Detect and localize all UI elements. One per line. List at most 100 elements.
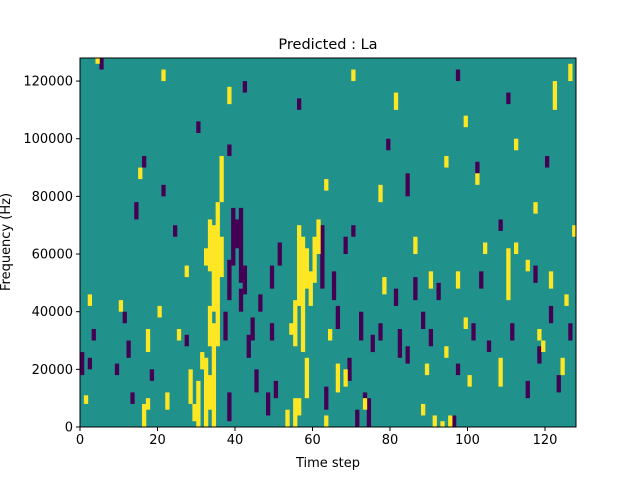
heatmap-cell-high [204, 248, 209, 266]
heatmap-cell-low [393, 288, 399, 306]
heatmap-cell-low [122, 311, 127, 324]
heatmap-cell-low [359, 311, 364, 341]
heatmap-cell-low [87, 357, 93, 370]
y-tick-label: 120000 [23, 75, 73, 90]
heatmap-cell-low [130, 392, 135, 404]
heatmap-cell-high [432, 415, 437, 427]
heatmap-cell-low [235, 219, 240, 249]
heatmap-cell-high [424, 363, 430, 376]
heatmap-cell-low [351, 225, 356, 237]
heatmap-cell-low [533, 265, 538, 283]
heatmap-cell-low [173, 225, 178, 237]
heatmap-cell-low [479, 271, 484, 289]
heatmap-cell-low [320, 225, 325, 289]
heatmap-cell-high [328, 328, 333, 341]
heatmap-cell-low [537, 346, 542, 364]
heatmap-cell-high [548, 271, 554, 289]
heatmap-cell-high [564, 294, 569, 306]
y-tick-label: 80000 [32, 190, 73, 205]
heatmap-cell-high [444, 156, 449, 168]
x-tick-label: 40 [227, 433, 244, 448]
heatmap-cell-low [149, 369, 155, 381]
heatmap-cell-low [142, 156, 147, 168]
heatmap-cell-high [378, 184, 383, 203]
heatmap-cell-high [343, 369, 348, 387]
heatmap-cell-low [277, 242, 282, 266]
heatmap-cell-high [297, 398, 302, 416]
heatmap-cell-high [421, 403, 426, 416]
heatmap-cell-low [556, 375, 561, 393]
heatmap-cell-low [355, 409, 360, 427]
heatmap-cell-high [525, 259, 530, 272]
heatmap-cell-high [83, 395, 89, 404]
heatmap-cell-high [316, 219, 321, 255]
heatmap-cell-high [87, 294, 93, 306]
heatmap-cell-low [436, 282, 441, 301]
heatmap-cell-high [219, 156, 224, 203]
heatmap-cell-low [242, 81, 248, 93]
heatmap-cell-high [285, 409, 290, 427]
heatmap-cell-low [405, 173, 410, 197]
heatmap-cell-low [510, 323, 515, 341]
heatmap-cell-high [514, 242, 519, 255]
heatmap-cell-high [572, 225, 577, 237]
heatmap-cell-high [300, 236, 306, 353]
heatmap-cell-high [483, 242, 488, 255]
heatmap-cell-high [293, 398, 298, 427]
heatmap-cell-high [463, 317, 468, 329]
heatmap-cell-high [444, 346, 449, 358]
heatmap-cell-high [138, 167, 143, 180]
heatmap-cell-high [541, 340, 546, 353]
heatmap-cell-low [250, 317, 255, 341]
heatmap-cell-high [145, 328, 151, 353]
heatmap-cell-high [448, 415, 453, 427]
heatmap-cell-low [161, 184, 166, 197]
heatmap-cell-low [196, 121, 201, 133]
heatmap-cell-low [242, 265, 248, 295]
heatmap-cell-high [560, 357, 565, 376]
heatmap-cell-low [568, 323, 573, 341]
heatmap-cell-low [80, 352, 85, 376]
heatmap-cell-high [413, 236, 418, 255]
heatmap-cell-low [545, 156, 550, 168]
heatmap-cell-low [413, 277, 418, 301]
y-tick-label: 0 [65, 421, 73, 436]
heatmap-cell-high [324, 415, 329, 427]
heatmap-cell-high [176, 328, 182, 341]
heatmap-cell-low [506, 92, 511, 105]
heatmap-cell-low [405, 346, 410, 364]
heatmap-cell-low [99, 58, 104, 70]
heatmap-cell-low [366, 398, 372, 427]
heatmap-cell-high [211, 323, 217, 427]
heatmap-cell-low [498, 219, 503, 231]
heatmap-cell-high [184, 265, 189, 278]
heatmap-cell-low [455, 69, 461, 82]
heatmap-cell-low [223, 311, 228, 341]
x-tick-label: 60 [304, 433, 321, 448]
heatmap-cell-low [258, 294, 263, 312]
heatmap-cell-high [393, 92, 399, 110]
heatmap-cell-low [227, 259, 232, 301]
x-tick-label: 120 [533, 433, 558, 448]
heatmap-cell-high [207, 219, 213, 272]
heatmap-cell-high [192, 403, 197, 422]
heatmap-cell-low [246, 334, 251, 358]
heatmap-cell-low [269, 323, 275, 341]
heatmap-cell-high [463, 115, 468, 128]
heatmap-cells [80, 58, 577, 428]
heatmap-cell-low [273, 380, 279, 399]
heatmap-cell-high [351, 69, 356, 82]
heatmap-cell-low [452, 415, 457, 427]
heatmap-cell-high [537, 328, 542, 341]
heatmap-cell-low [548, 305, 554, 324]
heatmap-cell-high [219, 236, 224, 278]
x-axis-label: Time step [295, 456, 360, 471]
x-tick-label: 0 [76, 433, 84, 448]
y-tick-label: 20000 [32, 363, 73, 378]
heatmap-cell-high [304, 248, 310, 289]
heatmap-cell-high [533, 202, 538, 214]
heatmap-cell-low [486, 340, 492, 353]
heatmap-cell-low [525, 380, 530, 399]
y-tick-label: 40000 [32, 305, 73, 320]
heatmap-cell-high [506, 248, 511, 301]
